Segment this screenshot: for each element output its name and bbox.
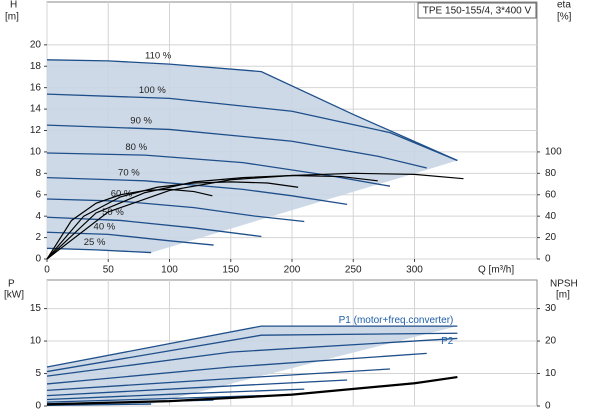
y-tick-label: 6: [35, 189, 41, 200]
y2-tick-label: 30: [545, 303, 557, 314]
y2-unit: [%]: [557, 12, 572, 23]
secondary-curve: [46, 172, 464, 260]
secondary-curve: [46, 174, 378, 260]
x-tick-label: 300: [406, 265, 423, 276]
y-tick-label: 4: [35, 211, 41, 222]
y2-unit: [m]: [556, 290, 570, 301]
curve: [46, 388, 305, 401]
y-label: H: [10, 0, 17, 11]
curve: [46, 176, 348, 206]
y-tick-label: 5: [35, 368, 41, 379]
curve-label: 70 %: [118, 167, 140, 178]
curve: [46, 368, 391, 392]
curve: [46, 379, 348, 397]
y2-tick-label: 100: [545, 147, 562, 158]
curve: [46, 352, 427, 385]
curve: [46, 325, 458, 368]
curve-label: 50 %: [102, 207, 124, 218]
y2-label: eta: [557, 0, 571, 11]
curve: [46, 394, 262, 403]
y2-tick-label: 80: [545, 168, 557, 179]
curve-label: 25 %: [84, 237, 106, 248]
y-unit: [kW]: [4, 290, 24, 301]
curve: [46, 332, 458, 373]
curve: [46, 231, 214, 246]
y-tick-label: 10: [30, 336, 42, 347]
legend-label: P1 (motor+freq.converter): [339, 315, 454, 326]
curve: [46, 247, 152, 254]
x-tick-label: 100: [161, 265, 178, 276]
y2-tick-label: 60: [545, 189, 557, 200]
y-tick-label: 8: [35, 168, 41, 179]
y-tick-label: 15: [30, 303, 42, 314]
curve: [46, 216, 262, 238]
y2-tick-label: 40: [545, 211, 557, 222]
y-tick-label: 2: [35, 232, 41, 243]
curve-label: 60 %: [111, 188, 133, 199]
curve: [46, 403, 152, 407]
y-label: P: [8, 279, 15, 290]
y2-label: NPSH: [550, 279, 578, 290]
curve-label: 80 %: [125, 142, 147, 153]
y-tick-label: 12: [30, 125, 42, 136]
y-unit: [m]: [5, 12, 19, 23]
y-tick-label: 0: [35, 254, 41, 265]
curve: [46, 124, 427, 169]
x-tick-label: 250: [345, 265, 362, 276]
y2-tick-label: 20: [545, 336, 557, 347]
x-label: Q [m³/h]: [478, 265, 514, 276]
y-tick-label: 0: [35, 401, 41, 412]
x-tick-label: 50: [103, 265, 115, 276]
chart-title: TPE 150-155/4, 3*400 V: [423, 6, 532, 17]
y2-tick-label: 10: [545, 368, 557, 379]
y-tick-label: 16: [30, 82, 42, 93]
y-tick-label: 10: [30, 147, 42, 158]
curve-label: 100 %: [139, 85, 166, 96]
curve: [46, 59, 458, 162]
curve: [46, 198, 305, 223]
y2-tick-label: 0: [545, 401, 551, 412]
y-tick-label: 20: [30, 39, 42, 50]
curve: [46, 337, 458, 377]
x-tick-label: 150: [222, 265, 239, 276]
y-tick-label: 14: [30, 104, 42, 115]
y2-tick-label: 20: [545, 232, 557, 243]
operating-region: [47, 59, 458, 253]
y-tick-label: 18: [30, 61, 42, 72]
curve-label: 110 %: [145, 50, 172, 61]
curve-label: 90 %: [130, 116, 152, 127]
curve: [46, 152, 391, 187]
y2-tick-label: 0: [545, 254, 551, 265]
curve-label: 40 %: [94, 221, 116, 232]
legend-label: P2: [441, 336, 454, 347]
title-box: [417, 2, 537, 19]
secondary-curve: [46, 181, 299, 260]
x-tick-label: 0: [44, 265, 50, 276]
secondary-curve: [46, 376, 458, 406]
x-tick-label: 200: [284, 265, 301, 276]
secondary-curve: [46, 188, 213, 260]
curve: [46, 93, 458, 162]
